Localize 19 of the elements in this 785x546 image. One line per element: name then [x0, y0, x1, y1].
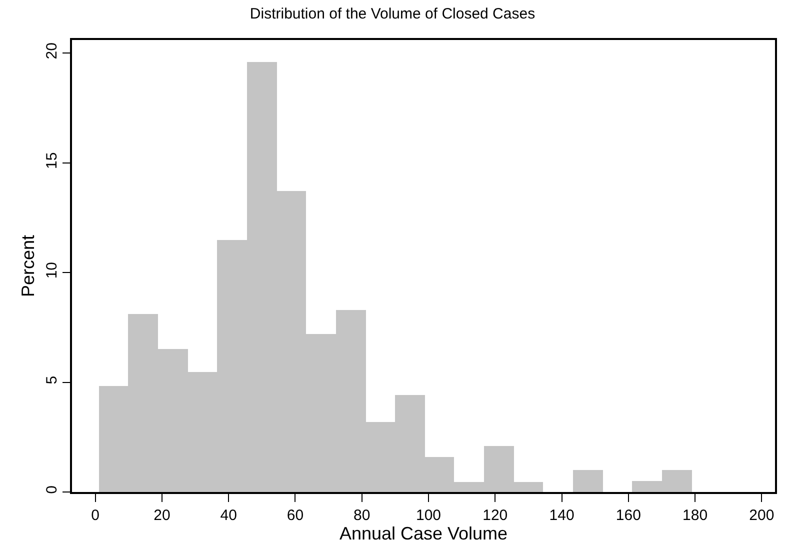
x-tick-label: 0 [91, 506, 100, 524]
x-tick-label: 100 [416, 506, 442, 524]
y-tick-label: 5 [43, 376, 60, 384]
x-axis-title: Annual Case Volume [339, 524, 508, 544]
x-tick-label: 20 [154, 506, 170, 524]
x-tick-label: 60 [286, 506, 304, 524]
x-tick-label: 200 [749, 506, 774, 524]
y-axis-title: Percent [18, 234, 38, 298]
x-tick-label: 40 [220, 506, 237, 524]
y-tick-label: 20 [43, 42, 60, 60]
x-tick-label: 160 [616, 506, 641, 524]
y-tick-label: 10 [43, 262, 60, 279]
x-tick-label: 120 [482, 506, 508, 524]
chart-title: Distribution of the Volume of Closed Cases [250, 6, 536, 23]
y-tick-label: 15 [43, 152, 60, 169]
y-tick-label: 0 [43, 486, 60, 494]
x-tick-label: 80 [354, 506, 370, 524]
x-tick-label: 140 [549, 506, 574, 524]
x-tick-label: 180 [682, 506, 708, 524]
